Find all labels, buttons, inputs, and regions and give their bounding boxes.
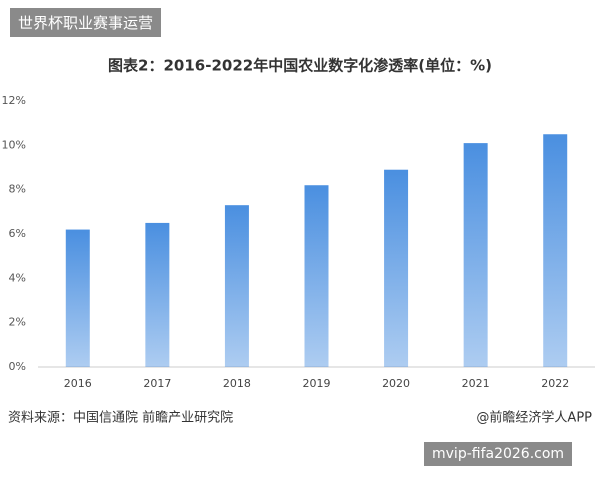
y-tick-label: 6% xyxy=(9,227,26,240)
bar xyxy=(543,134,568,367)
x-tick-label: 2017 xyxy=(143,377,171,390)
x-tick-label: 2018 xyxy=(223,377,251,390)
bar xyxy=(463,143,488,367)
bar xyxy=(384,169,409,367)
x-tick-label: 2022 xyxy=(541,377,569,390)
chart-title: 图表2：2016-2022年中国农业数字化渗透率(单位：%) xyxy=(108,57,492,75)
credit: @前瞻经济学人APP xyxy=(476,410,592,426)
watermark-badge: mvip-fifa2026.com xyxy=(424,442,573,466)
y-tick-label: 10% xyxy=(2,138,26,151)
x-tick-label: 2016 xyxy=(64,377,92,390)
x-tick-label: 2021 xyxy=(462,377,490,390)
x-tick-label: 2020 xyxy=(382,377,410,390)
bar xyxy=(65,229,90,367)
source-note: 资料来源：中国信通院 前瞻产业研究院 xyxy=(8,410,233,426)
bar xyxy=(224,205,249,367)
y-tick-label: 4% xyxy=(9,271,26,284)
x-tick-label: 2019 xyxy=(303,377,331,390)
top-badge: 世界杯职业赛事运营 xyxy=(10,8,162,37)
bar xyxy=(145,222,170,367)
y-tick-label: 12% xyxy=(2,94,26,107)
y-tick-label: 8% xyxy=(9,183,26,196)
y-tick-label: 2% xyxy=(9,316,26,329)
y-tick-label: 0% xyxy=(9,360,26,373)
bar xyxy=(304,185,329,367)
